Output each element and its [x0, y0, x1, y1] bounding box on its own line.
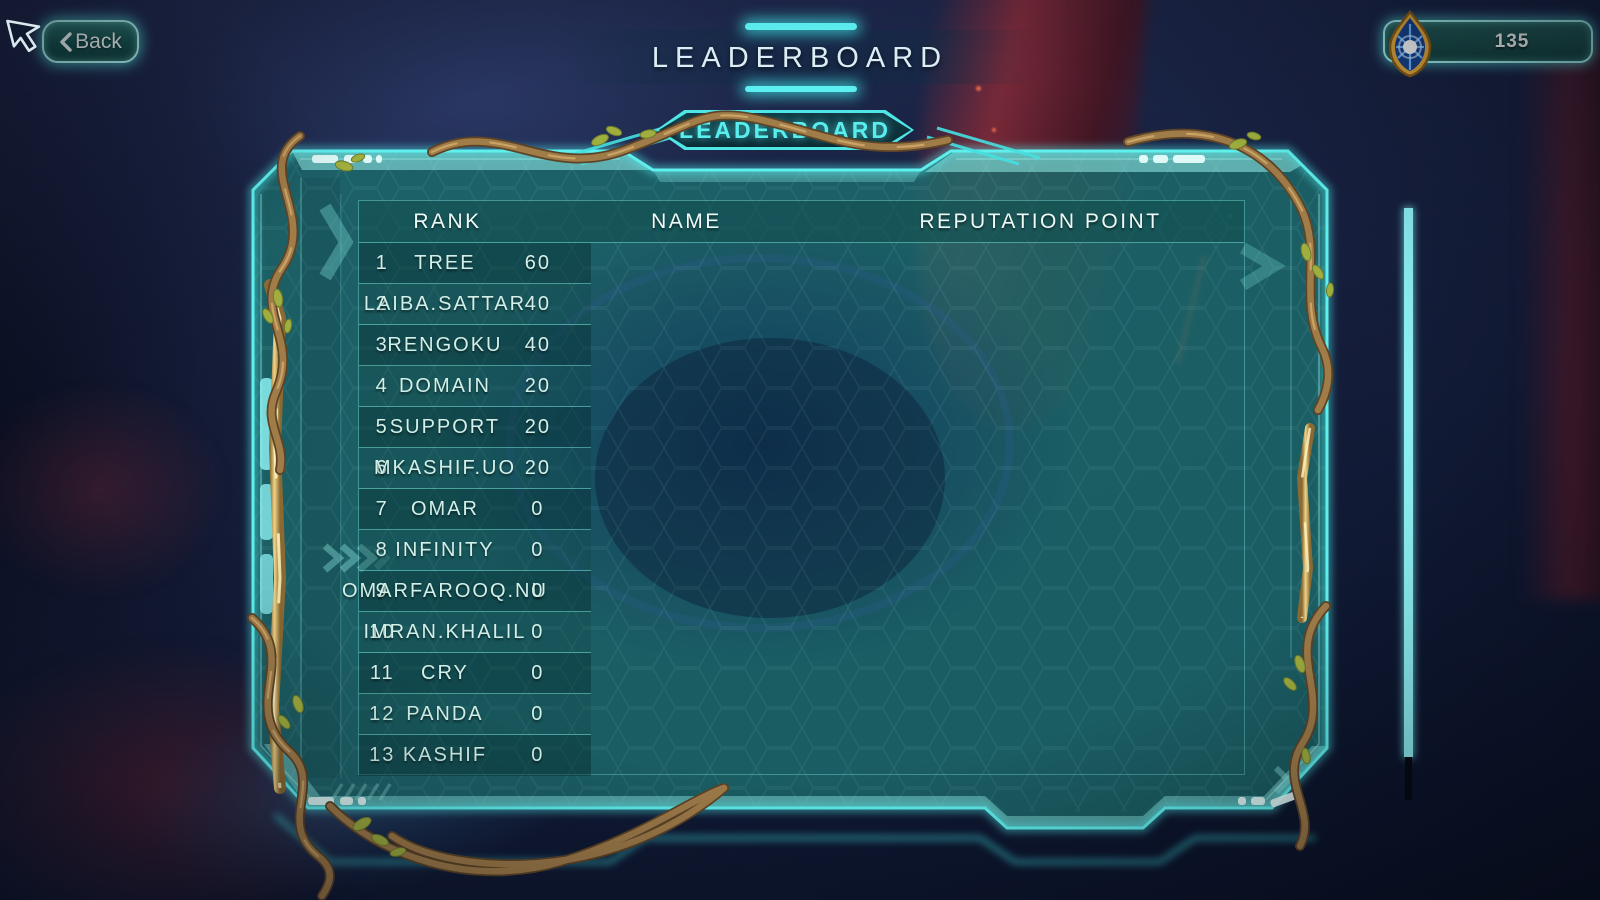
cursor-icon [6, 19, 41, 53]
